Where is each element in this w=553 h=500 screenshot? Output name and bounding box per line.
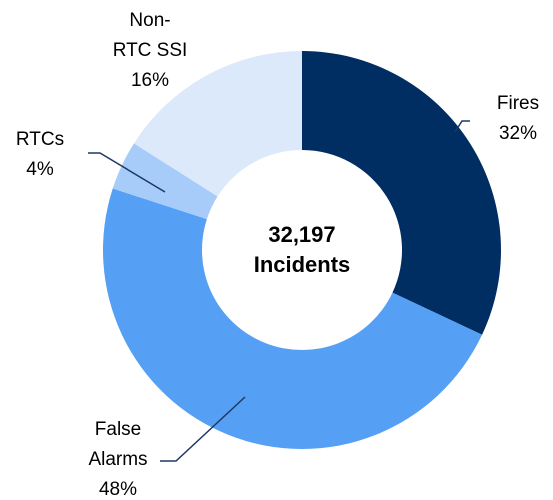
leader-line [454, 120, 470, 133]
category-name: Fires [496, 93, 540, 114]
slice-label: Non- RTC SSI 16% [80, 6, 220, 96]
value-label: 32% [498, 123, 538, 144]
value-label: 16% [130, 70, 170, 91]
category-name: False Alarms [88, 419, 148, 470]
category-name: RTCs [15, 129, 65, 150]
value-label: 48% [98, 479, 138, 500]
donut-slice [102, 188, 483, 450]
donut-slice [133, 51, 302, 197]
category-name: Non- RTC SSI [112, 10, 188, 61]
slice-label: Fires 32% [448, 89, 553, 149]
slice-label: False Alarms 48% [48, 415, 188, 500]
value-label: 4% [26, 159, 54, 180]
slice-label: RTCs 4% [0, 125, 110, 185]
donut-slice [302, 51, 502, 335]
center-text: 32,197 Incidents [253, 222, 351, 277]
leader-line [88, 152, 166, 193]
leader-line [160, 396, 246, 462]
donut-slice [112, 143, 218, 220]
